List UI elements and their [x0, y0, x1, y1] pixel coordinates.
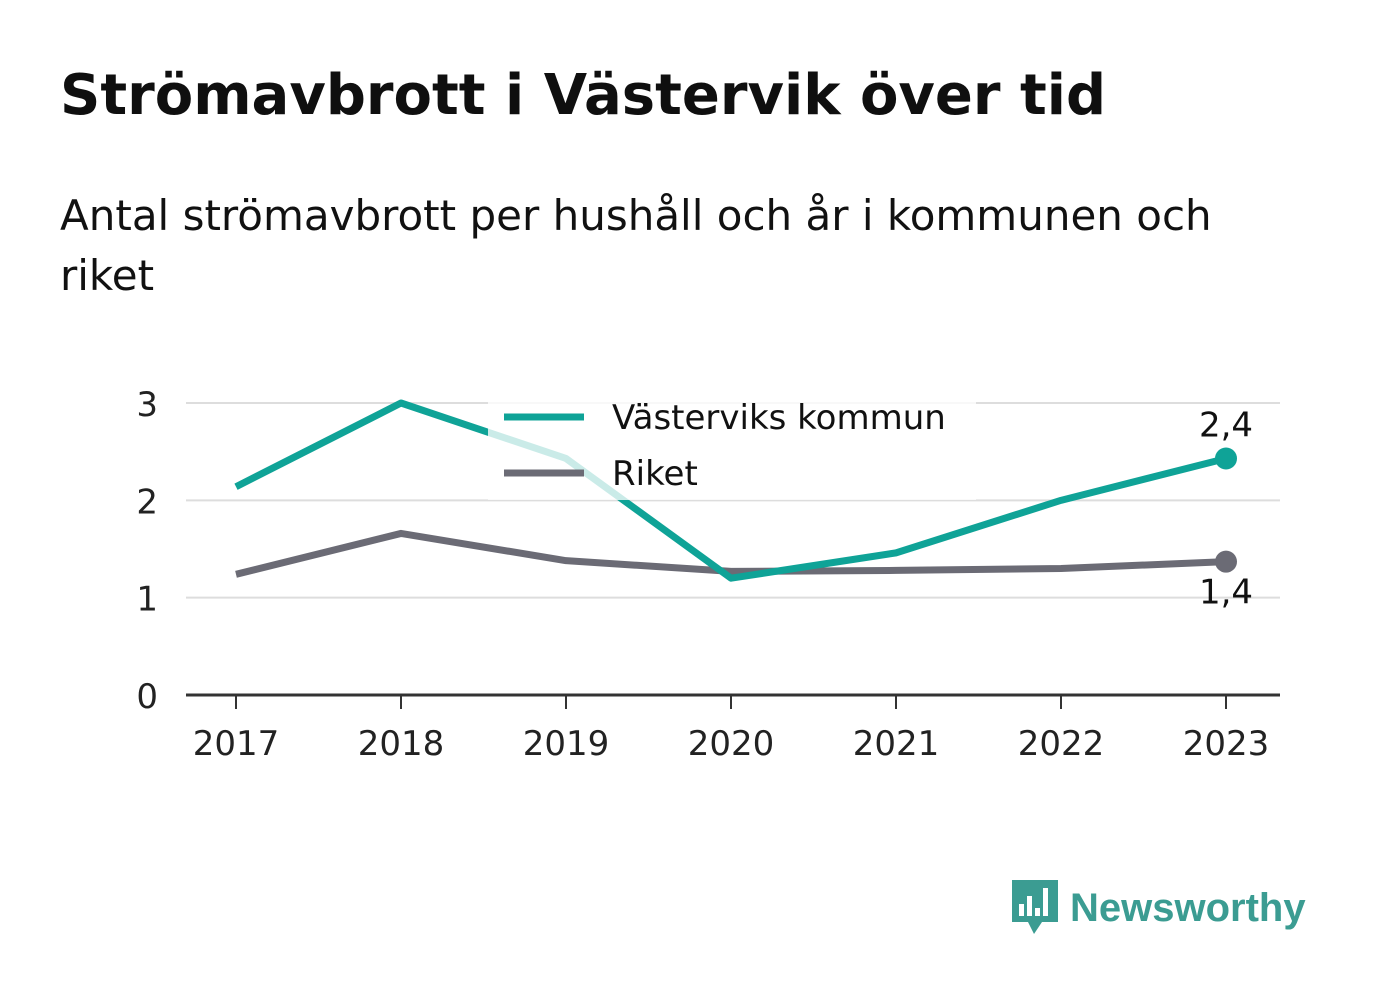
series-end-marker	[1215, 550, 1237, 573]
chart-subtitle: Antal strömavbrott per hushåll och år i …	[60, 191, 1212, 300]
chart-title: Strömavbrott i Västervik över tid	[60, 63, 1107, 128]
y-axis-ticks: 0 1 2 3	[136, 385, 158, 717]
y-tick-label: 1	[136, 580, 158, 620]
x-tick-label: 2017	[193, 724, 280, 764]
newsworthy-logo: Newsworthy	[1010, 878, 1306, 938]
y-tick-label: 3	[136, 385, 158, 425]
y-tick-label: 2	[136, 482, 158, 522]
legend-background	[488, 385, 976, 500]
brand-name: Newsworthy	[1070, 885, 1306, 930]
legend: Västerviks kommun Riket	[488, 385, 976, 500]
legend-label: Riket	[612, 454, 698, 494]
legend-label: Västerviks kommun	[612, 398, 946, 438]
bar-chart-speech-bubble-icon	[1012, 880, 1058, 934]
series-end-marker	[1215, 447, 1237, 470]
x-tick-label: 2019	[523, 724, 610, 764]
x-axis-ticks: 2017 2018 2019 2020 2021 2022 2023	[193, 695, 1270, 764]
x-tick-label: 2022	[1018, 724, 1105, 764]
x-tick-label: 2020	[688, 724, 775, 764]
end-labels: 2,4 1,4	[1199, 405, 1253, 612]
end-value-label: 2,4	[1199, 405, 1253, 445]
end-value-label: 1,4	[1199, 573, 1253, 613]
x-tick-label: 2021	[853, 724, 940, 764]
x-tick-label: 2023	[1183, 724, 1270, 764]
y-tick-label: 0	[136, 677, 158, 717]
x-tick-label: 2018	[358, 724, 445, 764]
series-line	[234, 399, 1227, 582]
series-lines	[234, 399, 1237, 582]
series-line	[235, 529, 1227, 578]
